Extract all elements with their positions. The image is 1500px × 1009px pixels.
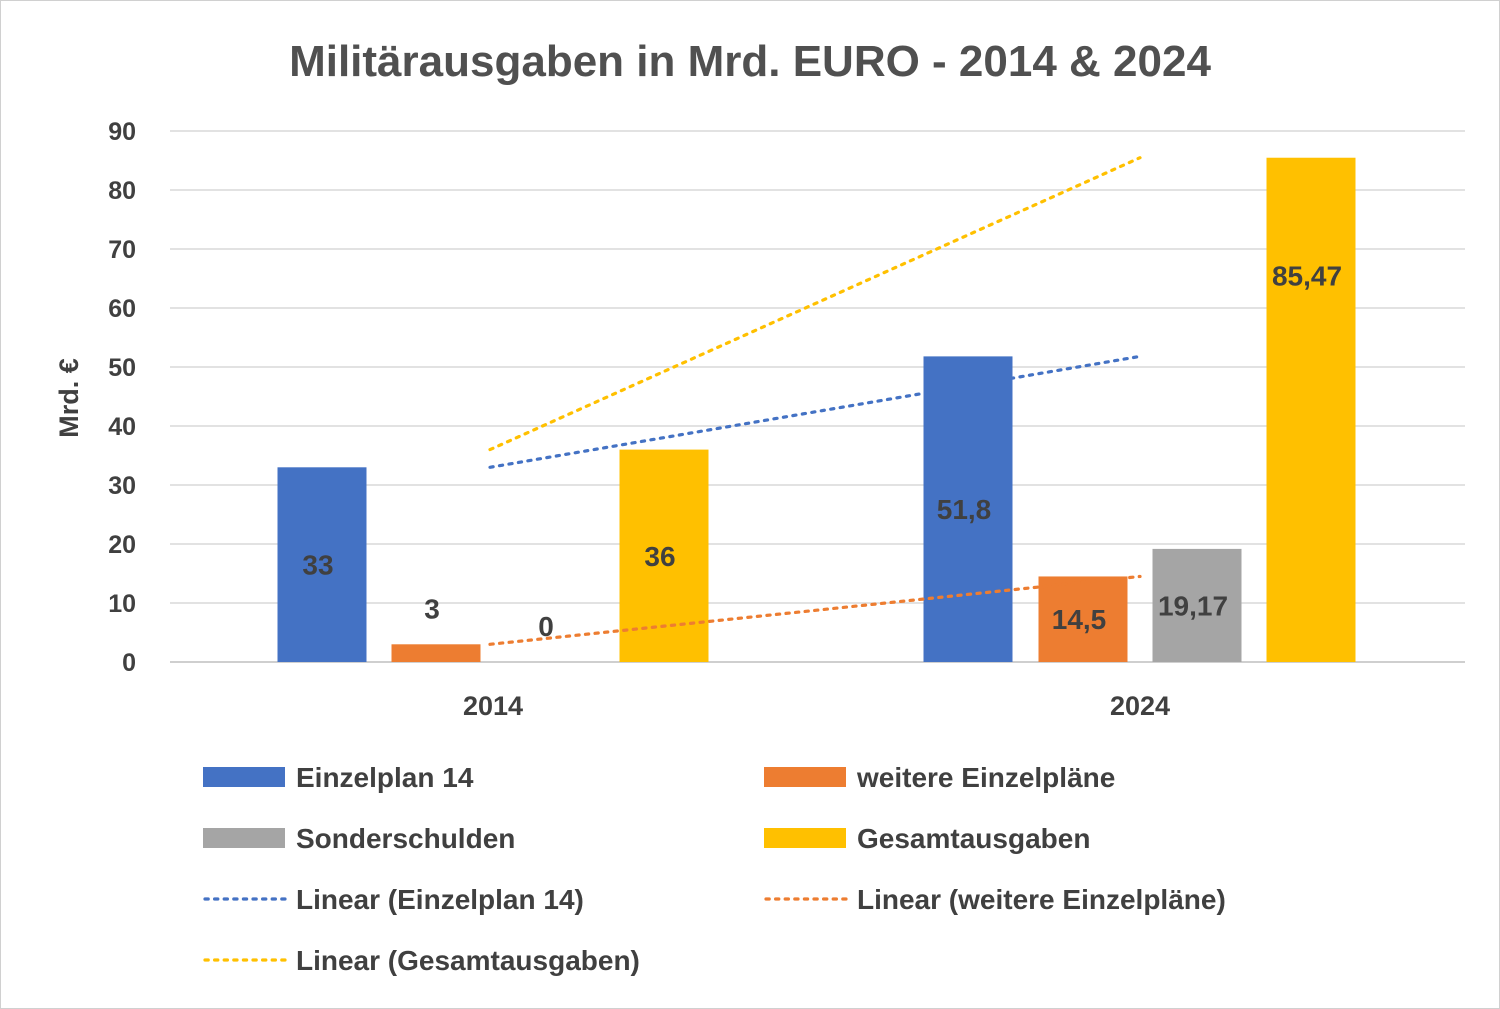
data-label: 19,17 bbox=[1158, 590, 1228, 621]
data-label: 14,5 bbox=[1052, 604, 1107, 635]
bar bbox=[277, 467, 367, 662]
data-label: 3 bbox=[424, 593, 440, 624]
data-label: 0 bbox=[538, 611, 554, 642]
bar bbox=[1038, 576, 1128, 662]
legend-label: Linear (Einzelplan 14) bbox=[296, 884, 584, 915]
legend-label: Sonderschulden bbox=[296, 823, 515, 854]
y-tick-label: 90 bbox=[108, 118, 136, 146]
trendline bbox=[488, 156, 1142, 452]
legend-label: Einzelplan 14 bbox=[296, 762, 474, 793]
legend-swatch bbox=[203, 767, 285, 787]
legend-swatch bbox=[203, 828, 285, 848]
legend-label: Gesamtausgaben bbox=[857, 823, 1090, 854]
chart-title: Militärausgaben in Mrd. EURO - 2014 & 20… bbox=[289, 37, 1211, 86]
y-tick-label: 50 bbox=[108, 354, 136, 382]
y-tick-label: 30 bbox=[108, 472, 136, 500]
data-label: 85,47 bbox=[1272, 261, 1342, 292]
y-tick-label: 40 bbox=[108, 413, 136, 441]
bar bbox=[923, 356, 1013, 662]
legend-label: weitere Einzelpläne bbox=[856, 762, 1115, 793]
y-tick-label: 60 bbox=[108, 295, 136, 323]
trendline bbox=[488, 354, 1142, 469]
x-tick-label: 2024 bbox=[1110, 691, 1170, 721]
bar bbox=[1152, 548, 1242, 662]
legend-label: Linear (Gesamtausgaben) bbox=[296, 945, 640, 976]
data-label: 33 bbox=[302, 550, 333, 581]
y-tick-label: 70 bbox=[108, 236, 136, 264]
y-tick-label: 80 bbox=[108, 177, 136, 205]
data-label: 36 bbox=[644, 541, 675, 572]
legend-swatch bbox=[764, 767, 846, 787]
y-axis-label: Mrd. € bbox=[54, 358, 84, 438]
data-label: 51,8 bbox=[937, 494, 992, 525]
legend-swatch bbox=[764, 828, 846, 848]
bar bbox=[391, 644, 481, 662]
y-tick-label: 20 bbox=[108, 531, 136, 559]
x-tick-label: 2014 bbox=[463, 691, 523, 721]
bar bbox=[1266, 157, 1356, 663]
legend-label: Linear (weitere Einzelpläne) bbox=[857, 884, 1226, 915]
y-tick-label: 0 bbox=[122, 649, 136, 677]
y-tick-label: 10 bbox=[108, 590, 136, 618]
trendline bbox=[488, 574, 1142, 646]
